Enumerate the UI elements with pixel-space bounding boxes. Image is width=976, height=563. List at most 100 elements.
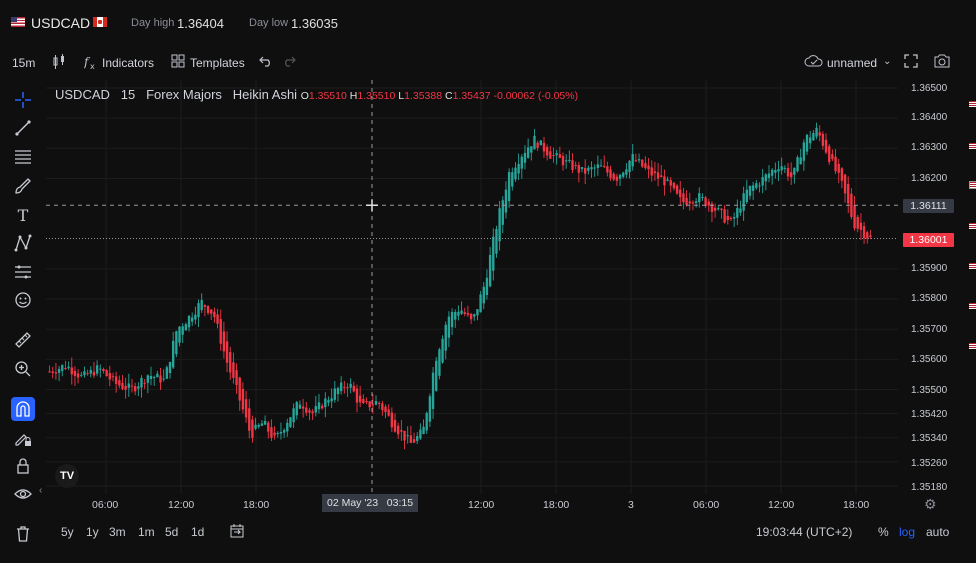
candle-body xyxy=(390,412,394,428)
candle-body xyxy=(343,386,346,388)
candle-body xyxy=(298,404,302,409)
range-button[interactable]: 1m xyxy=(138,525,155,539)
range-button[interactable]: 5y xyxy=(61,525,74,539)
magnet-icon[interactable] xyxy=(11,397,35,421)
candle-body xyxy=(197,303,200,318)
cloud-save-icon[interactable] xyxy=(804,54,824,71)
brush-icon[interactable] xyxy=(11,174,35,198)
candle-body xyxy=(618,174,622,179)
candle-body xyxy=(444,324,447,351)
symbol-name[interactable]: USDCAD xyxy=(31,15,91,31)
crosshair-tool-icon[interactable] xyxy=(11,88,35,112)
candle-body xyxy=(286,422,289,432)
indicators-button[interactable]: Indicators xyxy=(102,56,155,70)
collapse-toolbar-icon[interactable]: ‹ xyxy=(39,485,43,496)
candle-body xyxy=(571,160,574,170)
candle-body xyxy=(111,376,115,378)
candle-body xyxy=(590,167,593,170)
text-tool-icon[interactable]: T xyxy=(17,205,29,225)
candle-body xyxy=(514,167,517,180)
candle-body xyxy=(637,159,641,161)
candle-body xyxy=(862,226,866,239)
candle-body xyxy=(108,373,111,380)
candle-body xyxy=(276,433,279,435)
time-tick: 06:00 xyxy=(92,499,119,511)
price-axis[interactable]: 1.36500 1.36400 1.36300 1.36200 1.35900 … xyxy=(900,80,960,494)
trash-icon[interactable] xyxy=(11,522,35,546)
emoji-icon[interactable] xyxy=(11,288,35,312)
zoom-in-icon[interactable] xyxy=(11,357,35,381)
legend-interval: 15 xyxy=(120,87,136,102)
candle-body xyxy=(54,372,58,374)
candle-body xyxy=(536,142,539,148)
legend-symbol[interactable]: USDCAD xyxy=(55,87,110,102)
candle-body xyxy=(349,383,352,388)
legend-chart-type: Heikin Ashi xyxy=(232,87,298,102)
layout-name[interactable]: unnamed xyxy=(827,56,878,70)
clock[interactable]: 19:03:44 (UTC+2) xyxy=(756,525,853,539)
candle-body xyxy=(61,365,64,371)
candle-body xyxy=(419,429,422,439)
camera-icon[interactable] xyxy=(933,54,951,71)
lock-icon[interactable] xyxy=(11,454,35,478)
time-axis[interactable]: 06:00 12:00 18:00 12:00 18:00 3 06:00 12… xyxy=(46,494,898,514)
range-button[interactable]: 3m xyxy=(109,525,126,539)
candle-body xyxy=(105,370,108,377)
candle-body xyxy=(124,385,127,390)
candles-type-icon[interactable] xyxy=(52,54,66,73)
legend-close-label: C xyxy=(444,90,453,102)
price-tick: 1.35700 xyxy=(911,324,948,335)
watchlist-strip[interactable] xyxy=(962,80,976,480)
eye-icon[interactable] xyxy=(11,482,35,506)
candle-body xyxy=(339,382,343,392)
candle-body xyxy=(837,163,840,173)
trend-line-icon[interactable] xyxy=(11,116,35,140)
log-scale-button[interactable]: log xyxy=(899,525,916,539)
percent-scale-button[interactable]: % xyxy=(878,525,889,539)
canada-flag-icon xyxy=(93,17,107,27)
fullscreen-icon[interactable] xyxy=(904,54,918,71)
chevron-down-icon[interactable]: ⌄ xyxy=(883,56,892,67)
time-tick: 12:00 xyxy=(768,499,795,511)
candle-body xyxy=(355,388,359,403)
prediction-tool-icon[interactable] xyxy=(11,260,35,284)
auto-scale-button[interactable]: auto xyxy=(926,525,950,539)
price-chart[interactable] xyxy=(46,80,898,494)
candle-body xyxy=(333,388,336,400)
candle-body xyxy=(853,205,856,229)
candle-body xyxy=(149,375,153,380)
range-button[interactable]: 1y xyxy=(86,525,99,539)
candle-body xyxy=(850,193,853,217)
tradingview-logo-icon[interactable]: TV xyxy=(55,464,79,488)
candle-body xyxy=(815,127,818,137)
range-button[interactable]: 5d xyxy=(165,525,179,539)
candle-body xyxy=(596,164,600,168)
gear-icon[interactable]: ⚙ xyxy=(924,496,937,512)
pattern-icon[interactable] xyxy=(11,231,35,255)
ruler-icon[interactable] xyxy=(11,328,35,352)
price-tick: 1.35180 xyxy=(911,482,948,493)
candle-body xyxy=(761,177,764,186)
redo-icon[interactable] xyxy=(282,54,296,71)
candle-body xyxy=(812,133,815,141)
candle-body xyxy=(568,159,571,161)
candle-body xyxy=(279,432,283,434)
range-button[interactable]: 1d xyxy=(191,525,205,539)
date-range-icon[interactable] xyxy=(229,523,245,542)
candle-body xyxy=(140,377,143,388)
candle-body xyxy=(688,201,691,204)
fib-retracement-icon[interactable] xyxy=(11,145,35,169)
templates-icon[interactable] xyxy=(171,54,185,71)
templates-button[interactable]: Templates xyxy=(190,56,245,70)
lock-drawing-icon[interactable] xyxy=(11,426,35,450)
candle-body xyxy=(428,396,432,422)
candle-body xyxy=(320,405,324,409)
interval-button[interactable]: 15m xyxy=(12,56,36,70)
undo-icon[interactable] xyxy=(259,54,273,71)
candle-body xyxy=(352,385,356,392)
legend-close-value: 1.35437 xyxy=(452,90,491,102)
candle-body xyxy=(866,232,869,239)
candle-body xyxy=(539,140,542,146)
candle-body xyxy=(358,395,362,403)
